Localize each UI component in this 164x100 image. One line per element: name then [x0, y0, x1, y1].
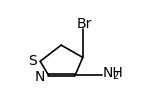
Text: S: S [28, 54, 37, 68]
Text: Br: Br [76, 17, 92, 31]
Text: 2: 2 [112, 71, 119, 81]
Text: N: N [35, 70, 45, 84]
Text: NH: NH [102, 66, 123, 80]
